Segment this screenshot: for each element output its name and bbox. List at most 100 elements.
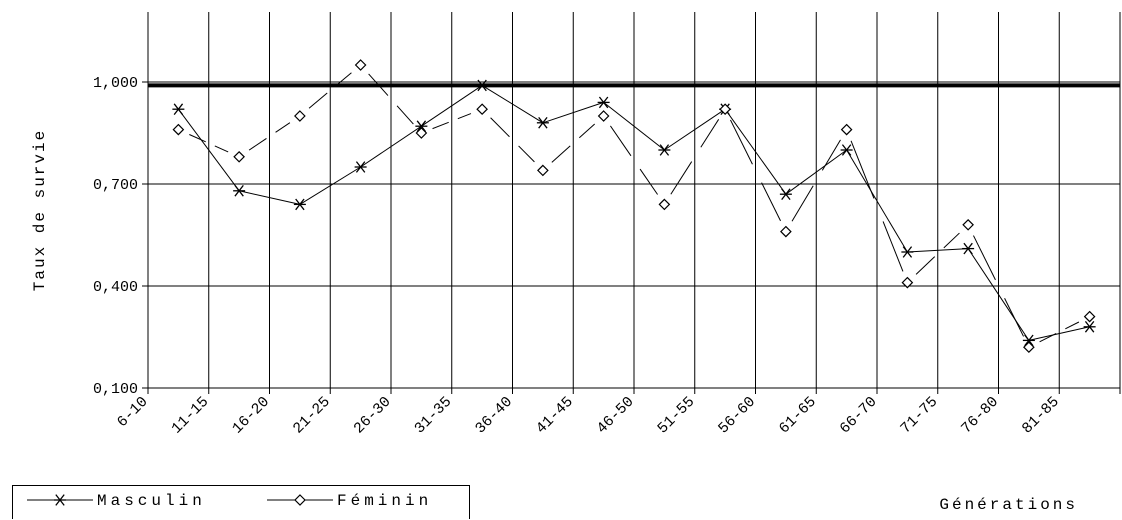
series-masculin — [172, 79, 1096, 347]
y-tick-label: 0,700 — [93, 177, 138, 194]
feminin-point — [1083, 310, 1096, 323]
feminin-point — [354, 59, 367, 71]
x-tick-label: 66-70 — [837, 394, 881, 438]
y-tick-labels: 0,100 0,400 0,700 1,000 — [93, 75, 138, 398]
masculin-point — [1022, 334, 1035, 347]
y-tick-label: 1,000 — [93, 75, 138, 92]
series-segment — [670, 161, 693, 195]
series-segment — [700, 119, 720, 148]
y-tick-label: 0,400 — [93, 279, 138, 296]
series-segment — [761, 182, 781, 222]
masculin-point — [415, 120, 428, 132]
series-segment — [639, 168, 658, 195]
feminin-point — [415, 127, 428, 139]
feminin-point — [962, 218, 974, 231]
masculin-point — [658, 144, 671, 156]
x-tick-label: 46-50 — [594, 394, 638, 438]
series-segment — [915, 256, 936, 275]
feminin-point — [294, 110, 306, 122]
masculin-point — [172, 103, 185, 115]
x-tick-label: 26-30 — [351, 394, 395, 438]
feminin-point — [719, 103, 731, 116]
feminin-point — [901, 276, 914, 289]
axes — [142, 12, 1121, 394]
x-tick-label: 31-35 — [411, 394, 455, 438]
series-segment — [846, 149, 908, 253]
asterisk-stroke — [416, 120, 427, 132]
asterisk-stroke — [841, 144, 852, 156]
series-segment — [578, 123, 596, 139]
series-segment — [973, 235, 996, 281]
x-tick-label: 56-60 — [715, 394, 759, 438]
feminin-point — [476, 103, 488, 116]
series-segment — [368, 73, 389, 96]
x-tick-label: 51-55 — [654, 394, 698, 438]
feminin-point — [233, 150, 245, 163]
series-segment — [308, 92, 328, 109]
series-segment — [882, 221, 904, 272]
masculin-point — [1083, 321, 1096, 333]
series-group — [172, 59, 1096, 354]
series-segment — [481, 84, 544, 124]
feminin-point — [1023, 341, 1035, 354]
series-segment — [177, 108, 240, 192]
x-tick-label: 6-10 — [114, 394, 151, 431]
masculin-point — [779, 188, 792, 200]
legend-feminin-label: Féminin — [337, 492, 432, 510]
x-axis-title: Générations — [939, 496, 1078, 514]
asterisk-stroke — [781, 188, 791, 200]
feminin-point — [172, 123, 185, 136]
x-tick-label: 21-25 — [290, 394, 334, 438]
series-segment — [724, 108, 787, 195]
x-tick-label: 61-65 — [776, 394, 820, 438]
masculin-point — [293, 198, 306, 211]
series-segment — [457, 113, 472, 120]
x-tick-label: 41-45 — [533, 394, 577, 438]
feminin-point — [537, 164, 549, 177]
series-segment — [730, 119, 753, 165]
feminin-point — [840, 123, 853, 136]
legend-feminin-marker — [294, 494, 306, 506]
series-segment — [214, 145, 229, 153]
masculin-point — [597, 96, 610, 109]
legend-feminin: Féminin — [267, 492, 432, 510]
series-segment — [850, 140, 875, 199]
legend-asterisk — [54, 494, 66, 506]
asterisk-stroke — [295, 198, 305, 211]
x-tick-label: 36-40 — [472, 394, 516, 438]
series-segment — [821, 139, 841, 171]
series-segment — [299, 166, 361, 205]
series-segment — [967, 248, 1030, 341]
series-segment — [421, 84, 483, 127]
series-segment — [432, 121, 449, 130]
masculin-point — [233, 185, 246, 197]
series-segment — [1039, 332, 1057, 343]
x-tick-label: 11-15 — [168, 394, 212, 438]
series-segment — [1028, 326, 1090, 341]
grid — [147, 12, 1121, 388]
series-segment — [551, 145, 571, 163]
asterisk-stroke — [963, 242, 973, 255]
series-segment — [396, 105, 414, 125]
legend: Masculin Féminin — [12, 485, 470, 519]
asterisk-stroke — [1024, 334, 1034, 347]
asterisk-stroke — [659, 144, 670, 156]
asterisk-stroke — [234, 185, 244, 197]
series-segment — [518, 145, 535, 163]
series-segment — [1065, 321, 1080, 330]
asterisk-stroke — [538, 117, 548, 129]
legend-masculin-marker — [54, 494, 66, 506]
asterisk-stroke — [55, 494, 65, 506]
legend-masculin: Masculin — [27, 492, 202, 510]
x-tick-labels: 6-10 11-15 16-20 21-25 26-30 31-35 36-40 41-45 4… — [114, 394, 1063, 438]
series-segment — [189, 134, 206, 143]
asterisk-stroke — [173, 103, 184, 115]
series-segment — [664, 108, 726, 151]
series-segment — [490, 117, 510, 138]
series-segment — [1004, 298, 1024, 337]
series-segment — [336, 72, 352, 86]
y-tick-label: 0,100 — [93, 381, 138, 398]
x-tick-label: 81-85 — [1019, 394, 1063, 438]
series-segment — [248, 138, 267, 151]
